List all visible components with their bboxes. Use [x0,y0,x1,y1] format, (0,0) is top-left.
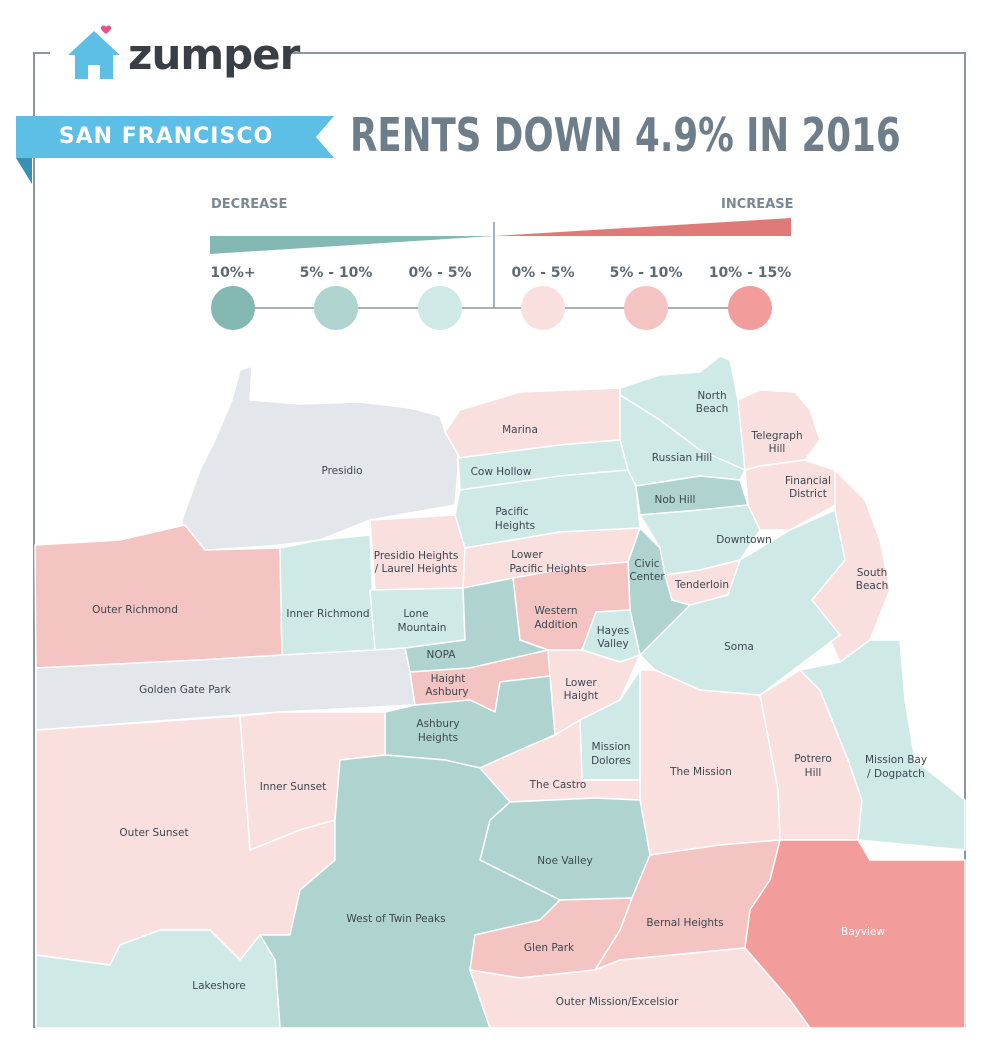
label-pacific-heights: Pacific Heights [495,506,535,532]
label-presidio: Presidio [321,465,362,477]
label-ashbury-heights: Ashbury Heights [416,718,459,744]
legend-increase-label: INCREASE [721,197,794,212]
legend-range-label: 5% - 10% [609,265,683,281]
legend-range-label: 0% - 5% [408,265,472,281]
label-glen-park: Glen Park [524,942,575,954]
headline: RENTS DOWN 4.9% IN 2016 [350,108,901,162]
label-mission-dolores: Mission Dolores [591,741,631,767]
label-marina: Marina [502,424,538,436]
label-presidio-heights: Presidio Heights / Laurel Heights [374,550,459,575]
ribbon-shape [16,116,334,184]
label-inner-sunset: Inner Sunset [260,781,327,793]
label-south-beach: South Beach [856,567,889,592]
legend-swatch [728,286,772,330]
region-lakeshore [35,929,281,1029]
label-inner-richmond: Inner Richmond [286,608,369,620]
label-outer-mission-excelsior: Outer Mission/Excelsior [556,996,679,1008]
legend-swatch [418,286,462,330]
legend-decrease-label: DECREASE [211,197,288,212]
legend-range-label: 0% - 5% [511,265,575,281]
zumper-logo: zumper [66,24,300,84]
label-lakeshore: Lakeshore [192,980,246,992]
label-telegraph-hill: Telegraph Hill [750,430,802,455]
label-haight-ashbury: Haight Ashbury [425,673,468,698]
region-mission-bay [799,639,966,851]
label-west-of-twin-peaks: West of Twin Peaks [346,913,445,925]
city-label: SAN FRANCISCO [58,124,274,149]
label-tenderloin: Tenderloin [674,579,729,591]
label-western-addition: Western Addition [534,605,577,631]
label-bayview: Bayview [841,926,885,938]
label-soma: Soma [724,641,754,653]
label-russian-hill: Russian Hill [652,452,712,464]
label-civic-center: Civic Center [629,558,665,583]
increase-wedge [494,218,791,236]
house-logo-icon [68,25,120,79]
label-potrero-hill: Potrero Hill [794,753,832,779]
decrease-wedge [210,236,494,254]
label-outer-sunset: Outer Sunset [119,827,188,839]
label-bernal-heights: Bernal Heights [646,917,723,929]
label-golden-gate-park: Golden Gate Park [139,684,232,696]
legend-swatch [314,286,358,330]
label-cow-hollow: Cow Hollow [471,466,532,478]
label-noe-valley: Noe Valley [537,855,592,867]
legend-range-label: 5% - 10% [299,265,373,281]
label-outer-richmond: Outer Richmond [92,604,178,616]
label-lower-pacific-heights: Lower Pacific Heights [510,549,587,575]
region-inner-richmond [279,534,376,656]
label-north-beach: North Beach [696,390,729,415]
label-nopa: NOPA [427,649,457,661]
brand-name: zumper [128,29,300,79]
label-the-mission: The Mission [669,766,732,778]
legend-range-label: 10% - 15% [708,265,792,281]
label-the-castro: The Castro [529,779,587,791]
city-ribbon: SAN FRANCISCO [16,116,334,184]
label-hayes-valley: Hayes Valley [597,625,629,650]
label-nob-hill: Nob Hill [655,494,696,506]
label-downtown: Downtown [716,534,772,546]
region-outer-mission-excelsior [469,947,811,1029]
map-regions [34,355,966,1029]
region-the-mission [639,669,781,856]
label-lone-mountain: Lone Mountain [398,608,447,634]
legend-swatch [521,286,565,330]
neighborhood-labels: Presidio Marina North Beach Russian Hill … [92,390,927,1008]
label-lower-haight: Lower Haight [564,677,599,702]
legend-range-label: 10%+ [210,265,256,281]
legend-swatch [211,286,255,330]
label-financial-district: Financial District [785,475,831,500]
label-mission-bay: Mission Bay / Dogpatch [865,754,927,780]
legend-swatch [624,286,668,330]
region-presidio [181,365,459,551]
